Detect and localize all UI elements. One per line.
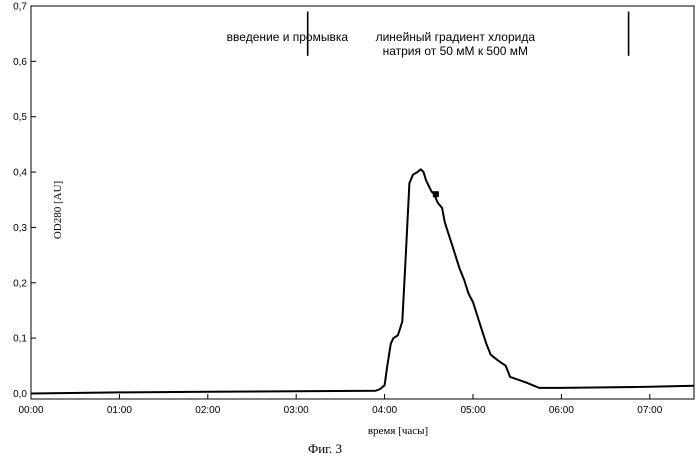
y-tick-label: 0,2 [13,278,27,289]
x-tick-label: 05:00 [460,405,485,416]
annotation-text: линейный градиент хлорида [376,30,536,44]
y-tick-label: 0,0 [13,389,27,400]
y-tick-label: 0,3 [13,223,27,234]
y-tick-label: 0,5 [13,112,27,123]
axes: 0,0 0,1 0,2 0,3 0,4 0,5 0,6 0,7 00:00 01:00 02:00 0… [13,2,694,417]
series-layer [31,169,694,393]
annotation-text: введение и промывка [227,30,349,44]
x-tick-label: 07:00 [637,405,662,416]
plot-frame [31,6,694,399]
x-tick-label: 03:00 [284,405,309,416]
y-tick-label: 0,4 [13,168,27,179]
x-tick-label: 04:00 [372,405,397,416]
y-axis-label: OD280 [AU] [52,181,64,239]
y-tick-label: 0,1 [13,334,27,345]
annotations: введение и промывка линейный градиент хло… [227,12,629,58]
y-tick-label: 0,7 [13,2,27,13]
x-tick-label: 00:00 [18,405,43,416]
x-tick-label: 06:00 [549,405,574,416]
x-tick-label: 02:00 [195,405,220,416]
figure-caption: Фиг. 3 [308,441,342,456]
x-axis-label: время [часы] [368,425,428,437]
od280-series-line [31,169,694,393]
y-tick-label: 0,6 [13,57,27,68]
annotation-text: натрия от 50 мМ к 500 мМ [383,44,528,58]
point-marker [433,191,439,197]
x-tick-label: 01:00 [107,405,132,416]
